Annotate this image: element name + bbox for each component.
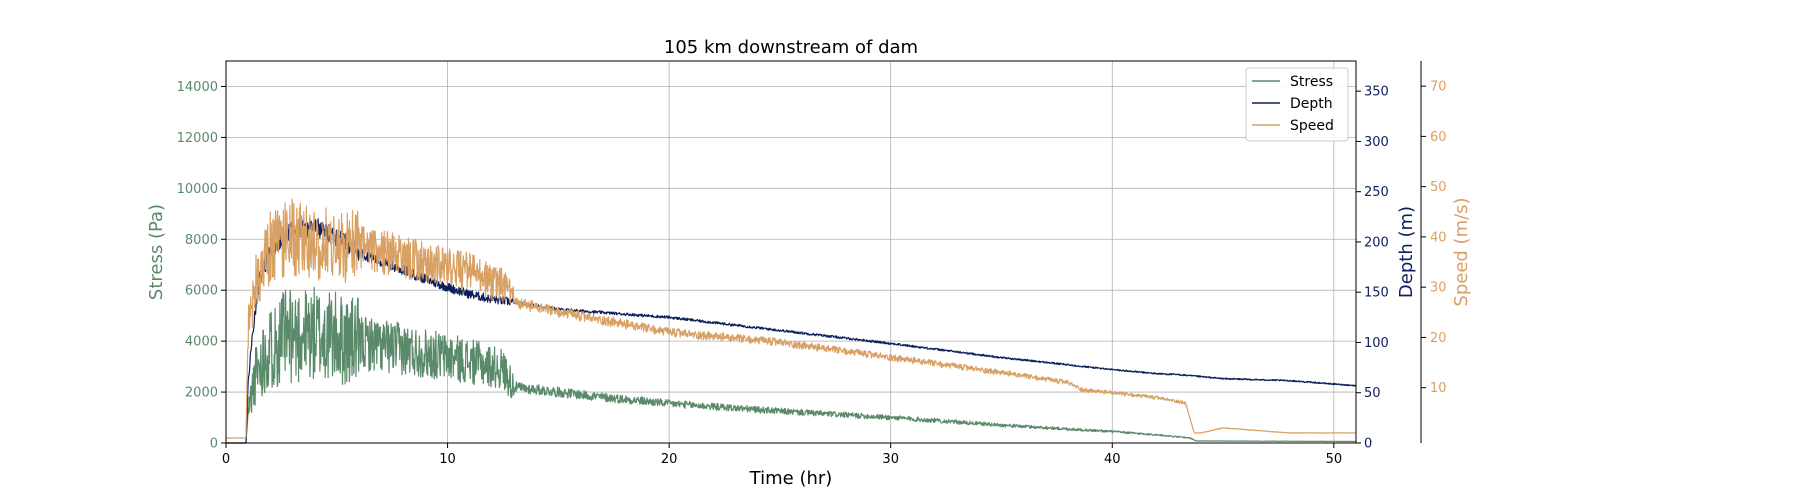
speed-tick-label: 60 [1430, 130, 1447, 145]
x-tick-label: 10 [439, 452, 456, 467]
plot-area [225, 198, 1357, 444]
x-tick-label: 30 [882, 452, 899, 467]
legend-box [1245, 67, 1349, 142]
speed-tick-label: 70 [1430, 80, 1447, 95]
legend: Stress Depth Speed [1245, 67, 1349, 142]
series-line-depth [225, 217, 1357, 444]
series-line-speed [225, 198, 1357, 439]
legend-speed-label: Speed [1290, 118, 1334, 134]
stress-tick-label: 4000 [185, 335, 218, 350]
speed-axis-label: Speed (m/s) [1451, 197, 1472, 306]
x-tick-label: 50 [1326, 452, 1343, 467]
depth-axis-label: Depth (m) [1396, 206, 1417, 298]
stress-tick-label: 0 [210, 437, 218, 452]
stress-tick-label: 10000 [177, 182, 218, 197]
series-line-stress [225, 286, 1357, 444]
depth-tick-label: 250 [1364, 185, 1389, 200]
depth-tick-label: 150 [1364, 286, 1389, 301]
x-tick-label: 20 [661, 452, 678, 467]
legend-depth-label: Depth [1290, 96, 1333, 112]
speed-tick-label: 10 [1430, 381, 1447, 396]
depth-tick-label: 300 [1364, 135, 1389, 150]
plot-frame [225, 60, 1357, 444]
speed-tick-label: 20 [1430, 331, 1447, 346]
legend-stress-label: Stress [1290, 74, 1333, 90]
x-tick-label: 40 [1104, 452, 1121, 467]
stress-tick-label: 8000 [185, 233, 218, 248]
x-tick-label: 0 [222, 452, 230, 467]
stress-tick-label: 2000 [185, 386, 218, 401]
axes: 0 10 20 30 40 5002000400060008000100001200014… [177, 61, 1447, 467]
depth-tick-label: 350 [1364, 85, 1389, 100]
stress-tick-label: 6000 [185, 284, 218, 299]
depth-tick-label: 50 [1364, 386, 1381, 401]
stress-tick-label: 12000 [177, 131, 218, 146]
depth-tick-label: 100 [1364, 336, 1389, 351]
depth-tick-label: 200 [1364, 235, 1389, 250]
chart-title: 105 km downstream of dam [664, 37, 918, 58]
x-axis-label: Time (hr) [749, 468, 833, 489]
speed-tick-label: 40 [1430, 230, 1447, 245]
stress-tick-label: 14000 [177, 80, 218, 95]
speed-tick-label: 50 [1430, 180, 1447, 195]
stress-axis-label: Stress (Pa) [146, 204, 167, 300]
speed-tick-label: 30 [1430, 281, 1447, 296]
depth-tick-label: 0 [1364, 437, 1372, 452]
